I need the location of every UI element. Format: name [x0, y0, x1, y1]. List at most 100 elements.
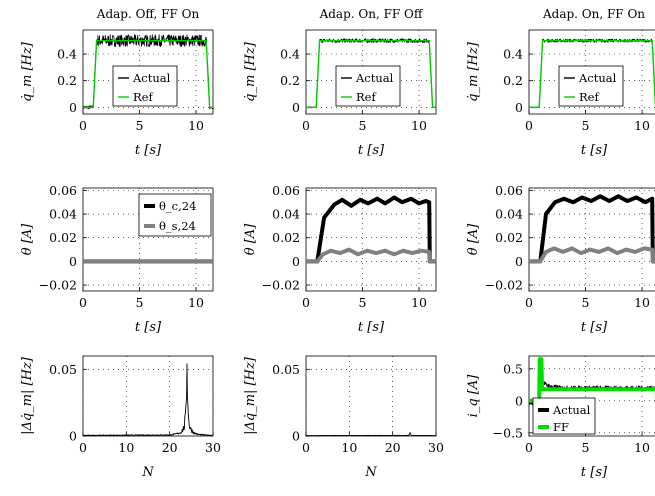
panel-r1c2: Adap. On, FF Off 0 5 10 0 0.2 0.4 t [s] q̇_m [Hz… — [243, 7, 437, 158]
x-tick-label: 10 — [634, 295, 650, 310]
panel-title: Adap. On, FF Off — [319, 7, 424, 21]
x-tick-label: 0 — [79, 295, 87, 310]
y-tick-label: 0.2 — [503, 73, 523, 88]
x-tick-label: 10 — [341, 440, 357, 455]
x-tick-label: 10 — [118, 440, 134, 455]
panel-title: Adap. On, FF On — [542, 7, 645, 21]
series-line--c-24 — [306, 195, 436, 264]
y-axis-label: i_q [A] — [466, 374, 481, 418]
y-tick-label: 0.4 — [503, 47, 523, 62]
y-axis-label: q̇_m [Hz] — [243, 41, 258, 102]
x-tick-label: 5 — [582, 440, 590, 455]
x-tick-label: 10 — [634, 118, 650, 133]
y-tick-label: 0.05 — [49, 362, 77, 377]
x-axis-label: t [s] — [135, 143, 162, 158]
y-tick-label: 0.04 — [49, 207, 77, 222]
legend-label: FF — [553, 420, 569, 434]
x-tick-label: 5 — [359, 118, 367, 133]
legend-box — [335, 65, 401, 107]
legend-box — [138, 193, 212, 237]
x-tick-label: 5 — [582, 295, 590, 310]
legend: Actual Ref — [558, 65, 624, 107]
x-tick-label: 0 — [302, 118, 310, 133]
y-tick-label: 0.5 — [503, 361, 523, 376]
legend-label: Actual — [132, 71, 171, 85]
axes-frame — [305, 187, 437, 292]
grid-lines — [529, 188, 655, 291]
y-tick-label: 0 — [515, 100, 523, 115]
y-tick-label: 0 — [292, 100, 300, 115]
series-group — [529, 194, 655, 264]
x-tick-label: 0 — [525, 118, 533, 133]
series-line-ref — [306, 40, 436, 108]
x-tick-label: 30 — [205, 440, 221, 455]
series-line-ref — [529, 40, 655, 108]
x-tick-label: 10 — [188, 118, 204, 133]
y-tick-label: 0.2 — [57, 73, 77, 88]
x-tick-label: 10 — [411, 118, 427, 133]
x-tick-label: 10 — [411, 295, 427, 310]
x-tick-label: 0 — [525, 440, 533, 455]
x-axis-label: t [s] — [135, 320, 162, 335]
axes-frame — [305, 29, 437, 115]
x-tick-label: 0 — [79, 118, 87, 133]
x-tick-label: 10 — [188, 295, 204, 310]
axes-frame — [82, 355, 214, 437]
x-axis-label: t [s] — [581, 320, 608, 335]
panel-r3c2: 0 10 20 30 0 0.05 N |Δq̇_m| [Hz] — [243, 355, 444, 480]
series-line-spectrum — [306, 432, 436, 436]
legend-label: θ_s,24 — [159, 219, 196, 233]
legend-label: Actual — [355, 71, 394, 85]
y-tick-label: −0.02 — [39, 278, 77, 293]
series-line--s-24 — [529, 246, 655, 264]
x-axis-label: N — [141, 465, 154, 480]
panel-r1c1: Adap. Off, FF On 0 5 10 0 0.2 0.4 t [s] q̇_m [Hz… — [20, 7, 214, 158]
legend-box — [558, 65, 624, 107]
axes-frame — [305, 355, 437, 437]
y-axis-label: |Δq̇_m| [Hz] — [20, 356, 35, 435]
legend-label: θ_c,24 — [159, 199, 196, 213]
x-tick-label: 30 — [428, 440, 444, 455]
panel-title: Adap. Off, FF On — [96, 7, 200, 21]
grid-lines — [306, 188, 436, 291]
x-axis-label: N — [364, 465, 377, 480]
x-tick-label: 0 — [302, 440, 310, 455]
series-group — [306, 432, 436, 436]
axes-frame — [82, 29, 214, 115]
y-axis-label: |Δq̇_m| [Hz] — [243, 356, 258, 435]
series-group — [529, 38, 655, 109]
x-tick-label: 20 — [385, 440, 401, 455]
x-tick-label: 0 — [79, 440, 87, 455]
series-line-ref — [83, 40, 213, 108]
panel-r1c3: Adap. On, FF On 0 5 10 0 0.2 0.4 t [s] q̇_m [Hz]… — [466, 7, 655, 158]
y-tick-label: 0 — [292, 254, 300, 269]
series-group — [83, 34, 213, 110]
y-tick-label: 0 — [292, 429, 300, 444]
y-tick-label: 0 — [515, 393, 523, 408]
y-tick-label: 0.02 — [49, 230, 77, 245]
y-tick-label: 0 — [69, 254, 77, 269]
legend: θ_c,24 θ_s,24 — [138, 193, 212, 237]
legend: Actual FF — [532, 397, 596, 435]
y-tick-label: 0.04 — [495, 207, 523, 222]
series-line--c-24 — [529, 194, 655, 264]
series-line--s-24 — [306, 247, 436, 264]
series-group — [306, 38, 436, 109]
y-tick-label: 0.05 — [272, 362, 300, 377]
x-tick-label: 5 — [136, 295, 144, 310]
legend-box — [112, 65, 178, 107]
y-axis-label: q̇_m [Hz] — [20, 41, 35, 102]
x-tick-label: 20 — [162, 440, 178, 455]
y-axis-label: θ [A] — [20, 223, 35, 255]
x-axis-label: t [s] — [358, 143, 385, 158]
y-tick-label: 0.06 — [495, 183, 523, 198]
y-tick-label: 0.4 — [57, 47, 77, 62]
y-tick-label: 0.04 — [272, 207, 300, 222]
y-tick-label: 0.06 — [272, 183, 300, 198]
y-tick-label: 0.4 — [280, 47, 300, 62]
legend-label: Ref — [133, 90, 153, 104]
